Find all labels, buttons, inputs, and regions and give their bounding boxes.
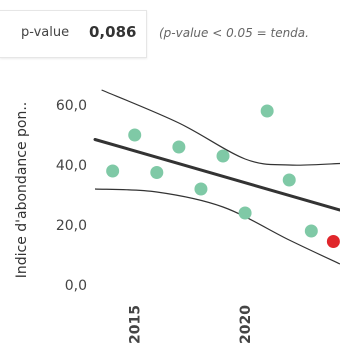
data-point[interactable] xyxy=(282,173,296,187)
x-tick-label: 2015 xyxy=(128,305,144,344)
confidence-band xyxy=(94,89,340,265)
data-point[interactable] xyxy=(238,206,252,220)
data-point-highlight[interactable] xyxy=(326,235,340,248)
y-axis-label: Indice d'abondance pon.. xyxy=(14,102,30,279)
y-axis-ticks: 0,0 20,0 40,0 60,0 xyxy=(56,98,87,294)
y-tick-label: 0,0 xyxy=(65,278,87,294)
data-point[interactable] xyxy=(216,149,230,163)
data-point[interactable] xyxy=(172,140,186,154)
pvalue-label: p-value xyxy=(21,25,70,40)
y-tick-label: 60,0 xyxy=(56,98,87,114)
data-point[interactable] xyxy=(150,166,164,179)
data-point[interactable] xyxy=(260,104,274,118)
x-tick-label: 2020 xyxy=(238,305,254,344)
trend-line xyxy=(93,138,340,212)
data-point[interactable] xyxy=(194,182,208,196)
y-tick-label: 20,0 xyxy=(56,218,87,234)
data-point[interactable] xyxy=(106,164,120,178)
trend-line-group xyxy=(93,138,340,212)
data-point[interactable] xyxy=(128,128,142,142)
data-points xyxy=(106,104,340,248)
y-tick-label: 40,0 xyxy=(56,158,87,174)
pvalue-box xyxy=(0,10,147,58)
pvalue-value: 0,086 xyxy=(89,23,137,41)
x-axis-ticks: 2015 2020 xyxy=(128,305,254,344)
confidence-band-upper xyxy=(101,89,340,166)
confidence-band-lower xyxy=(94,188,340,265)
data-point[interactable] xyxy=(304,224,318,238)
pvalue-note: (p-value < 0.05 = tenda. xyxy=(159,26,309,40)
